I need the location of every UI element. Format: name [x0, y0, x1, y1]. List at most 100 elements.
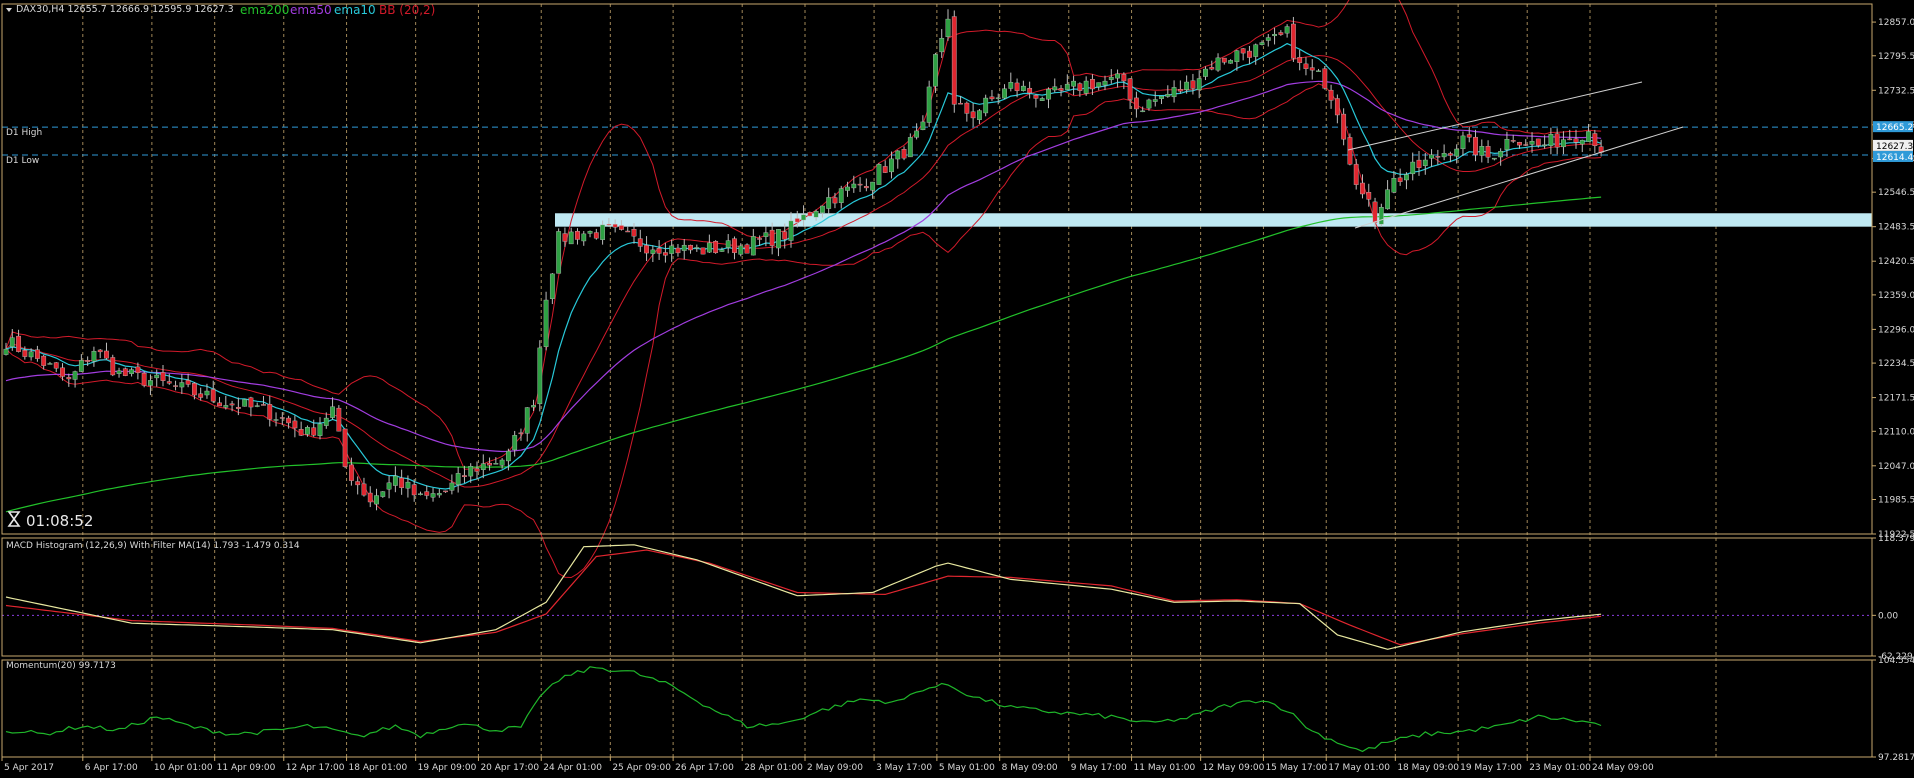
- candle-body: [173, 385, 178, 387]
- x-tick-label: 24 Apr 01:00: [543, 763, 602, 773]
- candle-body: [66, 377, 72, 380]
- candle: [480, 454, 486, 479]
- candle: [179, 373, 185, 394]
- candle: [782, 223, 788, 249]
- x-tick-label: 15 May 17:00: [1265, 763, 1327, 773]
- candle-body: [122, 368, 128, 376]
- x-tick-label: 11 May 01:00: [1134, 763, 1196, 773]
- candle: [28, 348, 34, 361]
- candle: [1033, 94, 1039, 108]
- candle-body: [512, 435, 518, 451]
- candle-body: [424, 491, 430, 496]
- candle-body: [1133, 97, 1139, 110]
- candle-body: [706, 242, 712, 253]
- candle: [1071, 75, 1077, 96]
- candle: [914, 123, 920, 140]
- candle-body: [606, 224, 612, 226]
- candle-body: [148, 380, 153, 386]
- candle: [191, 382, 197, 400]
- candle: [901, 146, 907, 161]
- x-tick-label: 18 May 09:00: [1397, 763, 1459, 773]
- candle: [581, 231, 587, 246]
- candle-body: [945, 18, 951, 37]
- candle: [1008, 72, 1014, 92]
- candle-body: [1422, 159, 1428, 166]
- candle: [436, 488, 442, 498]
- candles[interactable]: [3, 9, 1604, 511]
- candle-body: [750, 236, 756, 256]
- chevron-down-icon[interactable]: [6, 8, 12, 12]
- candle: [788, 211, 794, 248]
- candle-body: [1441, 153, 1447, 158]
- candle: [462, 465, 467, 484]
- candle: [1454, 144, 1460, 164]
- candle-body: [1203, 68, 1208, 77]
- momentum-tick-label: 104.5544: [1878, 656, 1914, 666]
- macd-main-line: [5, 544, 1602, 650]
- candle: [838, 185, 844, 209]
- ema200-line: [5, 196, 1602, 513]
- candle: [1372, 197, 1378, 230]
- candle-body: [939, 37, 945, 53]
- candle-body: [1491, 157, 1497, 160]
- candle: [443, 490, 448, 493]
- momentum-series-line: [5, 666, 1602, 753]
- candle: [1146, 98, 1152, 111]
- candle: [1058, 85, 1064, 97]
- candle-body: [292, 420, 298, 429]
- candle-body: [556, 231, 562, 274]
- candle: [41, 354, 47, 370]
- candle: [763, 226, 769, 247]
- candle-body: [1002, 88, 1007, 99]
- x-tick-label: 11 Apr 09:00: [217, 763, 276, 773]
- candle-body: [549, 273, 555, 299]
- candle: [719, 247, 725, 252]
- candle: [1322, 65, 1328, 90]
- momentum-tick-label: 97.2817: [1878, 753, 1914, 763]
- candle: [506, 448, 511, 471]
- candle-body: [480, 463, 486, 470]
- candle: [958, 96, 963, 105]
- candle: [1190, 73, 1196, 95]
- candle: [135, 362, 141, 380]
- candle: [750, 228, 756, 256]
- candle-body: [1473, 136, 1478, 156]
- candle: [91, 346, 97, 367]
- candle-body: [826, 197, 832, 209]
- candle-body: [1115, 73, 1120, 79]
- x-tick-label: 6 Apr 17:00: [85, 763, 138, 773]
- candle-body: [1504, 139, 1510, 150]
- price-tag-box: [1873, 121, 1913, 133]
- candle: [1020, 80, 1026, 92]
- candle-body: [575, 231, 580, 240]
- candle: [499, 458, 505, 469]
- candle: [3, 342, 9, 356]
- candle: [845, 181, 850, 197]
- candle: [367, 486, 373, 508]
- candle-body: [1090, 79, 1095, 90]
- candle: [1127, 78, 1133, 109]
- candle: [160, 364, 166, 387]
- candle: [430, 487, 436, 502]
- candle: [1303, 57, 1309, 76]
- candle: [593, 228, 599, 240]
- candle: [512, 430, 518, 457]
- candle: [1265, 34, 1271, 47]
- price-tag-box: [1873, 150, 1913, 162]
- candle: [1460, 131, 1466, 156]
- candle: [1366, 183, 1372, 207]
- x-tick-label: 19 May 17:00: [1460, 763, 1522, 773]
- candle-body: [1152, 99, 1158, 102]
- candle: [1052, 78, 1058, 93]
- candle: [531, 399, 536, 412]
- candle: [650, 245, 656, 263]
- candle-body: [261, 404, 266, 406]
- symbol-info: DAX30,H4 12655.7 12666.9 12595.9 12627.3: [16, 4, 234, 15]
- candle-body: [832, 197, 838, 204]
- trend-channel[interactable]: [1347, 81, 1684, 229]
- candle: [9, 329, 15, 351]
- candle-body: [3, 348, 9, 355]
- candle-body: [349, 464, 354, 481]
- candle-body: [926, 86, 932, 123]
